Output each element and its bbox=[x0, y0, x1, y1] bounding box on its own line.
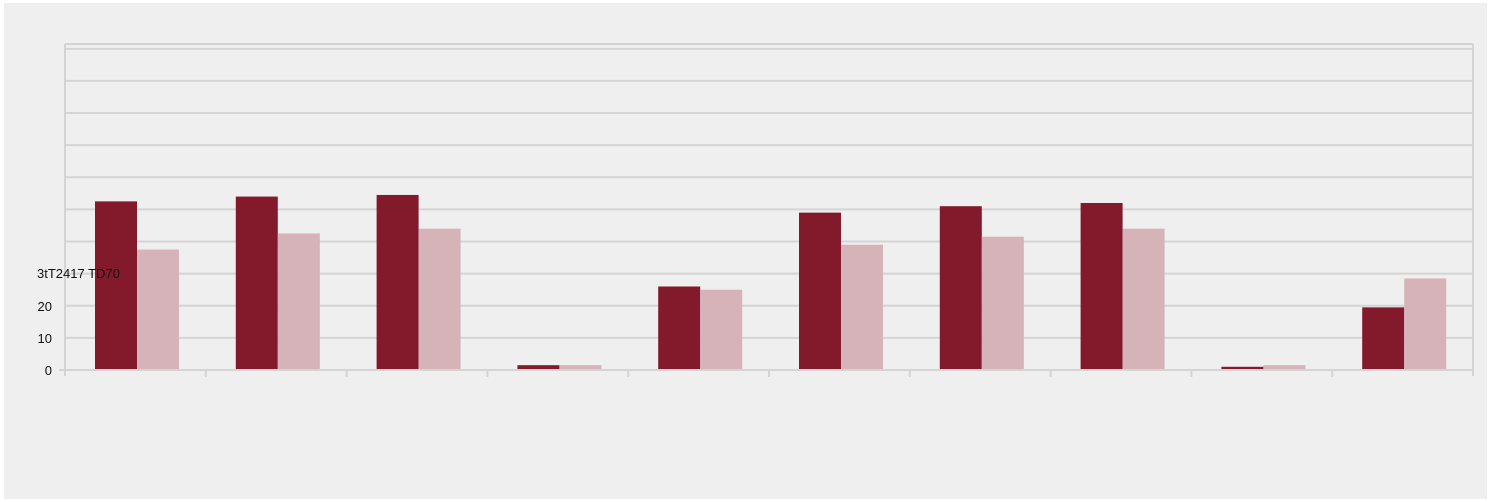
bar-series-1 bbox=[1221, 366, 1264, 370]
bar-series-2 bbox=[1404, 278, 1447, 370]
bar-series-1 bbox=[939, 206, 982, 370]
bar-series-2 bbox=[559, 365, 602, 370]
y-tick-label: 10 bbox=[38, 331, 52, 346]
bar-series-2 bbox=[841, 244, 883, 370]
bar-series-2 bbox=[981, 236, 1024, 370]
bar-series-1 bbox=[799, 212, 841, 370]
chart-panel: 0 10 20 3tT2417 TD70 bbox=[4, 3, 1487, 499]
bar-series-1 bbox=[95, 201, 137, 370]
bar-series-2 bbox=[277, 233, 320, 370]
bar-series-1 bbox=[517, 365, 560, 370]
bar-series-1 bbox=[235, 196, 278, 370]
bar-series-2 bbox=[700, 289, 743, 370]
bar-series-1 bbox=[658, 286, 701, 370]
y-tick-labels: 0 10 20 bbox=[38, 299, 52, 378]
bar-series-2 bbox=[1122, 228, 1165, 370]
bar-series-2 bbox=[418, 228, 461, 370]
bar-series-2 bbox=[1263, 365, 1306, 370]
bar-chart: 0 10 20 3tT2417 TD70 bbox=[37, 43, 1474, 378]
y-tick-label: 0 bbox=[45, 363, 52, 378]
overlapping-axis-text: 3tT2417 TD70 bbox=[37, 266, 120, 281]
bars bbox=[95, 194, 1447, 370]
axes bbox=[59, 44, 1474, 377]
bar-series-1 bbox=[1080, 202, 1123, 370]
y-tick-label: 20 bbox=[38, 299, 52, 314]
bar-series-1 bbox=[376, 194, 419, 370]
bar-series-2 bbox=[137, 249, 179, 370]
bar-series-1 bbox=[1362, 307, 1405, 370]
